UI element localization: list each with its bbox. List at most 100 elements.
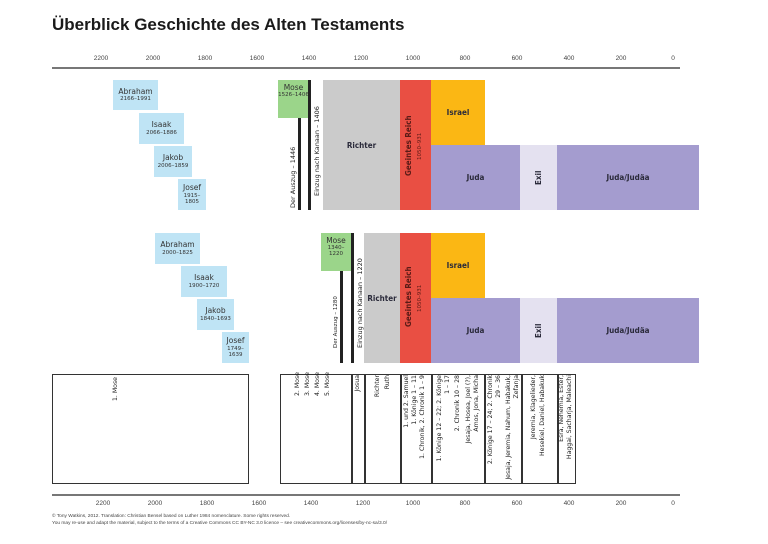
bottom-tick: 2000 xyxy=(147,500,163,507)
josef-label: Josef xyxy=(226,336,245,346)
juda-block-upper: Juda xyxy=(431,145,520,210)
genesis-box xyxy=(52,374,249,484)
ruth-book: Ruth xyxy=(384,375,391,390)
genesis-label: 1. Mose xyxy=(112,377,119,402)
bottom-tick: 2200 xyxy=(95,500,111,507)
bottom-tick: 200 xyxy=(615,500,627,507)
post-exile-books-box xyxy=(558,374,576,484)
mose-label: Mose xyxy=(283,83,304,92)
bottom-axis-line xyxy=(52,494,680,496)
top-tick: 1600 xyxy=(249,55,265,62)
united-kingdom-block-upper xyxy=(400,80,431,210)
isaak-years: 2066–1886 xyxy=(146,129,177,136)
united-kingdom-label-lower: Geeintes Reich xyxy=(404,266,413,327)
richter-block-lower: Richter xyxy=(364,233,400,363)
josef-years: 1915–1805 xyxy=(183,192,201,205)
gridline xyxy=(647,68,648,494)
pentateuch-book: 4. Mose xyxy=(314,372,321,397)
abraham-box-lower: Abraham 2000–1825 xyxy=(155,233,200,264)
license-line: You may re-use and adapt the material, s… xyxy=(52,521,388,526)
divided-kingdom-books-box xyxy=(432,374,485,484)
mose-years: 1526–1406 xyxy=(278,92,309,99)
united-kingdom-years-upper: 1050–931 xyxy=(417,132,423,160)
top-tick: 1400 xyxy=(301,55,317,62)
exile-book: Hesekiel, Daniel, Habakuk xyxy=(539,375,546,456)
pentateuch-book: 3. Mose xyxy=(304,372,311,397)
richter-label: Richter xyxy=(367,293,397,303)
united-kingdom-block-lower xyxy=(400,233,431,363)
mose-years: 1340–1220 xyxy=(327,245,345,258)
exil-block-lower xyxy=(520,298,557,363)
mose-box-lower: Mose 1340–1220 xyxy=(321,233,351,271)
richter-book: Richter xyxy=(374,375,381,398)
conquest-label-upper: Einzug nach Kanaan – 1406 xyxy=(313,106,321,196)
richter-block-upper: Richter xyxy=(323,80,400,210)
richter-label: Richter xyxy=(346,140,377,150)
top-axis-line xyxy=(52,67,680,69)
gridline xyxy=(621,68,622,494)
top-tick: 600 xyxy=(511,55,523,62)
isaak-box-lower: Isaak 1900–1720 xyxy=(181,266,227,297)
exodus-label-lower: Der Auszug – 1280 xyxy=(333,296,339,348)
post-exile-book: Haggai, Sacharja, Maleachi xyxy=(566,375,573,460)
jakob-box-upper: Jakob 2006–1859 xyxy=(154,146,192,177)
jakob-years: 2006–1859 xyxy=(157,162,189,169)
exil-block-upper xyxy=(520,145,557,210)
gridline xyxy=(257,68,258,494)
united-kingdom-label-upper: Geeintes Reich xyxy=(404,115,413,176)
top-tick: 1800 xyxy=(197,55,213,62)
top-tick: 0 xyxy=(671,55,675,62)
juda-label: Juda xyxy=(466,173,485,182)
copyright-line: © Tony Watkins, 2012. Translation: Chris… xyxy=(52,514,291,519)
gridline xyxy=(595,68,596,494)
top-tick: 1200 xyxy=(353,55,369,62)
exile-books-box xyxy=(522,374,558,484)
abraham-years: 2166–1991 xyxy=(120,96,151,103)
samuel-kings-box xyxy=(401,374,432,484)
juda-label: Juda xyxy=(466,326,485,335)
top-tick: 200 xyxy=(615,55,627,62)
exil-label-lower: Exil xyxy=(534,323,543,339)
page-title: Überblick Geschichte des Alten Testament… xyxy=(52,15,405,34)
samuel-book: 1. und 2. Samuel xyxy=(403,375,410,428)
prophets-book: Amos, Jona, Micha xyxy=(473,375,480,432)
jakob-years: 1840–1693 xyxy=(200,315,231,322)
jakob-label: Jakob xyxy=(205,306,226,316)
exodus-bar-upper xyxy=(298,118,301,210)
israel-label: Israel xyxy=(446,108,470,117)
isaak-label: Isaak xyxy=(151,120,172,130)
isaak-label: Isaak xyxy=(194,273,214,283)
juda-block-lower: Juda xyxy=(431,298,520,363)
kings-divided-book: 1 – 17 xyxy=(444,375,451,394)
abraham-label: Abraham xyxy=(118,86,153,96)
kings-book: 1. Könige 1 – 11 xyxy=(411,375,418,425)
gridline xyxy=(673,68,674,494)
exodus-bar-lower xyxy=(340,271,343,363)
late-prophets-book: Jesaja, Jeremia, Nahum, Habakuk, xyxy=(505,375,512,480)
mose-label: Mose xyxy=(326,236,346,245)
josef-box-lower: Josef 1749–1639 xyxy=(222,332,249,363)
bottom-tick: 1200 xyxy=(355,500,371,507)
pentateuch-book: 2. Mose xyxy=(294,372,301,397)
exile-book: Jeremia, Klagelieder, xyxy=(530,375,537,440)
abraham-box-upper: Abraham 2166–1991 xyxy=(113,80,158,110)
josef-box-upper: Josef 1915–1805 xyxy=(178,179,206,210)
israel-label: Israel xyxy=(446,261,470,270)
exil-label-upper: Exil xyxy=(534,170,543,186)
abraham-label: Abraham xyxy=(160,240,195,250)
juda-judaea-block-lower: Juda/Judäa xyxy=(557,298,699,363)
abraham-years: 2000–1825 xyxy=(162,249,193,256)
israel-block-upper: Israel xyxy=(431,80,485,145)
bottom-tick: 1800 xyxy=(199,500,215,507)
bottom-tick: 400 xyxy=(563,500,575,507)
isaak-years: 1900–1720 xyxy=(188,282,220,289)
josua-box xyxy=(352,374,365,484)
gridline xyxy=(699,68,700,494)
exodus-label-upper: Der Auszug – 1446 xyxy=(289,146,297,208)
top-tick: 2200 xyxy=(93,55,109,62)
top-tick: 1000 xyxy=(405,55,421,62)
juda-judaea-label: Juda/Judäa xyxy=(606,173,650,182)
late-kings-book: 29 – 36 xyxy=(495,375,502,398)
late-kings-books-box xyxy=(485,374,522,484)
mose-box-upper: Mose 1526–1406 xyxy=(278,80,309,118)
